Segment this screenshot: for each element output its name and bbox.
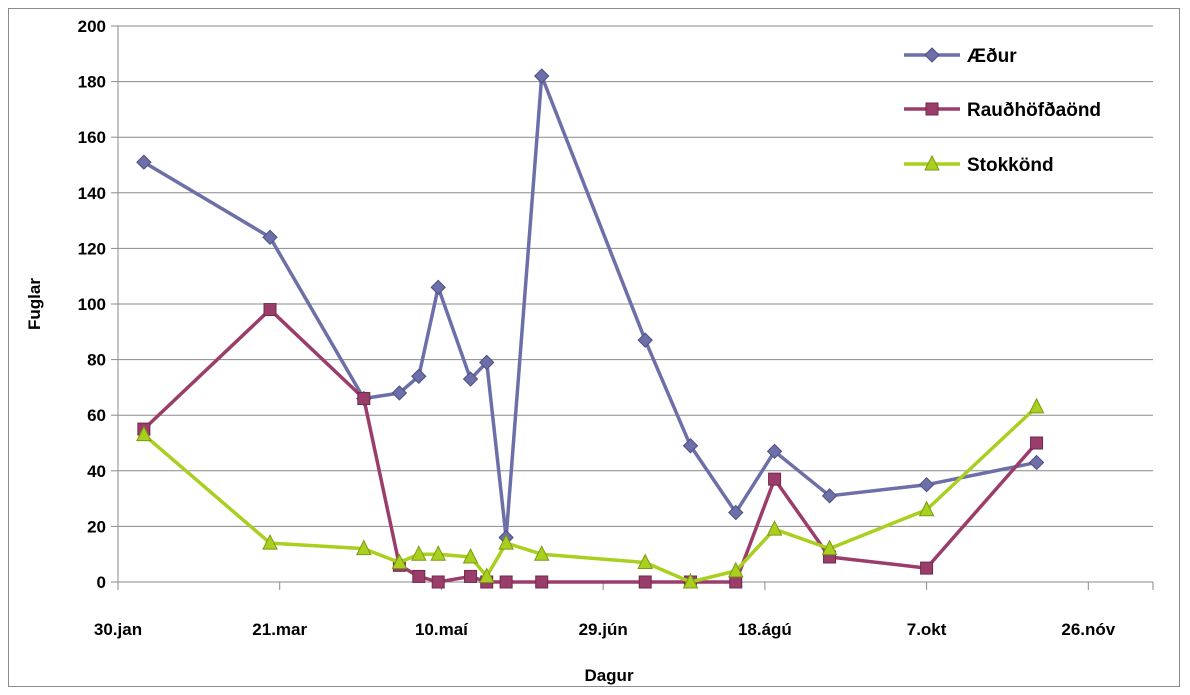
y-tick-label: 40 [87, 462, 106, 481]
data-point [533, 68, 550, 84]
legend-item: Æður [904, 46, 1017, 67]
data-point [499, 575, 513, 589]
data-point [464, 569, 478, 583]
series-line [142, 74, 1037, 540]
y-tick-label: 20 [87, 517, 106, 536]
data-point [430, 279, 446, 296]
data-point [821, 539, 838, 556]
data-point [768, 472, 782, 486]
data-point [262, 533, 278, 550]
data-point [533, 545, 550, 561]
legend-label: Stokkönd [967, 155, 1054, 176]
data-point [431, 575, 445, 589]
x-tick-label: 10.maí [415, 620, 469, 639]
data-point [682, 438, 699, 454]
data-point [1028, 397, 1045, 414]
data-point [430, 545, 447, 561]
y-tick-label: 120 [78, 239, 106, 258]
data-point [391, 553, 408, 570]
data-point [412, 569, 426, 583]
gridlines [118, 25, 1153, 527]
legend-label: Æður [967, 46, 1017, 67]
y-tick-label: 60 [87, 406, 106, 425]
data-point [727, 561, 744, 578]
x-tick-label: 21.mar [252, 620, 307, 639]
data-point [682, 572, 699, 589]
data-point [1028, 454, 1045, 471]
data-point [535, 575, 549, 589]
y-axis-title: Fuglar [25, 278, 44, 330]
series-2 [137, 303, 1044, 589]
y-tick-label: 160 [78, 128, 106, 147]
series-line [142, 307, 1038, 584]
data-point [920, 561, 934, 575]
data-point [638, 575, 652, 589]
legend-marker [925, 102, 939, 116]
x-tick-label: 26.nóv [1061, 620, 1115, 639]
data-point [728, 504, 744, 521]
y-tick-label: 140 [78, 184, 106, 203]
legend-label: Rauðhöfðaönd [967, 100, 1101, 121]
legend-item: Rauðhöfðaönd [904, 100, 1101, 121]
x-tick-labels: 30.jan 21.mar 10.maí 29.jún 18.ágú 7.okt 26.nó… [94, 620, 1116, 639]
data-point [821, 488, 838, 504]
legend: Æður Rauðhöfðaönd Stokkönd [904, 46, 1101, 176]
x-tick-label: 7.okt [907, 620, 947, 639]
series-line [142, 405, 1038, 584]
data-point [478, 567, 495, 583]
data-point [391, 385, 408, 401]
y-tick-label: 200 [78, 17, 106, 36]
data-point [462, 371, 479, 387]
y-tick-label: 0 [97, 573, 106, 592]
legend-marker [924, 47, 940, 63]
data-point [263, 303, 277, 317]
data-point [918, 476, 935, 493]
data-point [1030, 436, 1044, 450]
data-point [498, 533, 514, 550]
x-tick-label: 29.jún [579, 620, 628, 639]
data-point [356, 539, 372, 556]
legend-item: Stokkönd [904, 154, 1054, 176]
y-tick-label: 100 [78, 295, 106, 314]
data-point [357, 392, 371, 406]
data-point [411, 368, 427, 384]
y-tick-labels: 0 20 40 60 80 100 120 140 160 180 200 [78, 17, 106, 592]
chart-frame [8, 8, 1180, 687]
data-point [766, 520, 783, 536]
data-point [766, 443, 783, 460]
data-point [136, 154, 152, 170]
data-point [462, 547, 479, 564]
series-3 [136, 397, 1045, 589]
data-point [479, 354, 495, 371]
x-tick-label: 30.jan [94, 620, 142, 639]
data-point [729, 575, 743, 589]
data-point [262, 229, 278, 245]
x-axis-title: Dagur [584, 666, 634, 685]
data-point [918, 500, 935, 517]
y-tick-label: 180 [78, 73, 106, 92]
data-point [637, 332, 653, 348]
data-point [136, 425, 152, 442]
x-tick-label: 18.ágú [738, 620, 792, 639]
data-point [637, 553, 654, 570]
data-point [410, 545, 427, 561]
y-tick-label: 80 [87, 351, 106, 370]
legend-marker [924, 154, 940, 171]
series-group [136, 68, 1045, 589]
